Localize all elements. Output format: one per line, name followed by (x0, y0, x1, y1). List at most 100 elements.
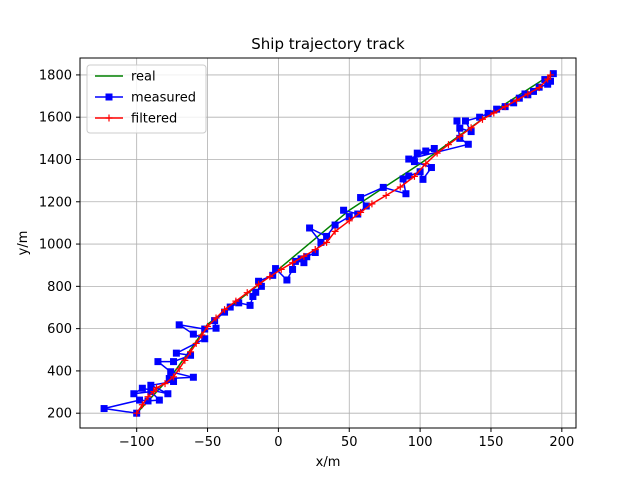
measured-point (306, 224, 314, 232)
measured-point (246, 301, 254, 309)
measured-point (165, 375, 173, 383)
filtered-point (345, 217, 353, 225)
filtered-point (144, 393, 152, 401)
measured-point (340, 206, 348, 214)
plot-frame (79, 57, 577, 429)
filtered-point (535, 84, 543, 92)
filtered-point (170, 373, 178, 381)
measured-point (422, 147, 430, 155)
measured-point (416, 168, 424, 176)
measured-point (170, 377, 178, 385)
measured-point (453, 117, 461, 125)
measured-point (144, 397, 152, 405)
filtered-point (138, 401, 146, 409)
measured-point (546, 77, 554, 85)
measured-point (147, 381, 155, 389)
measured-point (430, 144, 438, 152)
measured-point (410, 158, 418, 166)
filtered-point (232, 297, 240, 305)
measured-point (476, 113, 484, 121)
filtered-point (204, 323, 212, 331)
measured-point (379, 183, 387, 191)
measured-point (405, 155, 413, 163)
x-tick-label: 0 (274, 435, 282, 450)
measured-point (252, 288, 260, 296)
filtered-point (289, 259, 297, 267)
x-tick-label: −100 (119, 435, 155, 450)
x-tick-label: 100 (408, 435, 433, 450)
measured-point (362, 202, 370, 210)
measured-point (323, 232, 331, 240)
filtered-point (331, 227, 339, 235)
filtered-point (422, 160, 430, 168)
filtered-point (524, 90, 532, 98)
measured-point (170, 358, 178, 366)
measured-point (136, 396, 144, 404)
measured-point (413, 149, 421, 157)
grid (80, 58, 576, 428)
axes: −100 −50 0 50 100 150 200 200 400 600 800 1000 1200 1… (39, 68, 574, 450)
measured-point (272, 265, 280, 273)
filtered-point (181, 356, 189, 364)
filtered-point (478, 115, 486, 123)
legend: real measured filtered (86, 64, 207, 134)
measured-point (155, 396, 163, 404)
measured-point (467, 128, 475, 136)
x-tick-label: 50 (341, 435, 358, 450)
filtered-point (277, 265, 285, 273)
filtered-point (192, 339, 200, 347)
measured-point (201, 325, 209, 333)
measured-point (549, 70, 557, 78)
filtered-point (255, 280, 263, 288)
y-tick-label: 1600 (39, 111, 72, 126)
filtered-point (382, 191, 390, 199)
filtered-point (243, 289, 251, 297)
measured-point (226, 303, 234, 311)
filtered-point (433, 149, 441, 157)
filtered-point (311, 246, 319, 254)
measured-point (257, 282, 265, 290)
filtered-point (323, 238, 331, 246)
measured-point (419, 175, 427, 183)
filtered-point (266, 273, 274, 281)
measured-point (189, 330, 197, 338)
measured-point (100, 405, 108, 413)
measured-point (154, 358, 162, 366)
measured-point (211, 317, 219, 325)
x-tick-label: −50 (194, 435, 221, 450)
legend-marker-filtered (105, 114, 113, 122)
filtered-point (133, 409, 141, 417)
filtered-point (175, 365, 183, 373)
filtered-point (512, 96, 520, 104)
filtered-point (467, 124, 475, 132)
measured-point (189, 373, 197, 381)
filtered-point (410, 172, 418, 180)
filtered-point (396, 183, 404, 191)
filtered-line (136, 74, 552, 414)
y-tick-label: 1200 (39, 195, 72, 210)
filtered-point (357, 208, 365, 216)
filtered-point (161, 380, 169, 388)
chart-title: Ship trajectory track (251, 35, 405, 53)
measured-point (138, 384, 146, 392)
measured-point (297, 255, 305, 263)
filtered-point (300, 252, 308, 260)
measured-point (235, 299, 243, 307)
y-tick-label: 1000 (39, 238, 72, 253)
measured-point (461, 117, 469, 125)
measured-point (164, 390, 172, 398)
measured-point (402, 190, 410, 198)
measured-point (167, 368, 175, 376)
filtered-point (368, 200, 376, 208)
measured-point (427, 164, 435, 172)
legend-marker-measured (105, 93, 113, 101)
filtered-point (187, 348, 195, 356)
measured-point (405, 172, 413, 180)
legend-label-real: real (131, 70, 156, 85)
measured-point (456, 124, 464, 132)
measured-point (300, 259, 308, 267)
legend-box (86, 64, 207, 134)
filtered-point (198, 331, 206, 339)
legend-label-measured: measured (131, 91, 196, 106)
